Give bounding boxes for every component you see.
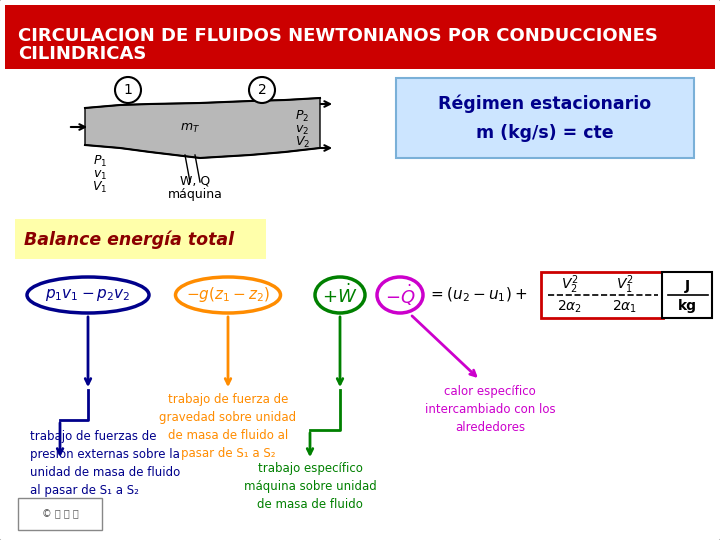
Text: $2\alpha_1$: $2\alpha_1$ <box>613 299 638 315</box>
Text: $-\dot{Q}$: $-\dot{Q}$ <box>384 282 415 308</box>
Circle shape <box>115 77 141 103</box>
Text: trabajo específico
máquina sobre unidad
de masa de fluido: trabajo específico máquina sobre unidad … <box>243 462 377 511</box>
Text: Balance energía total: Balance energía total <box>24 231 234 249</box>
Text: $=(u_2-u_1)+$: $=(u_2-u_1)+$ <box>428 286 527 304</box>
Text: CIRCULACION DE FLUIDOS NEWTONIANOS POR CONDUCCIONES: CIRCULACION DE FLUIDOS NEWTONIANOS POR C… <box>18 27 658 45</box>
Text: W, Q: W, Q <box>180 175 210 188</box>
FancyBboxPatch shape <box>396 78 694 158</box>
Text: $-g(z_1-z_2)$: $-g(z_1-z_2)$ <box>186 286 270 305</box>
Text: kg: kg <box>678 299 696 313</box>
FancyBboxPatch shape <box>18 498 102 530</box>
Text: $2\alpha_2$: $2\alpha_2$ <box>557 299 582 315</box>
Text: CILINDRICAS: CILINDRICAS <box>18 45 146 63</box>
FancyBboxPatch shape <box>5 5 715 69</box>
Text: $m_T$: $m_T$ <box>180 122 200 134</box>
FancyBboxPatch shape <box>662 272 712 318</box>
Text: $V_1^2$: $V_1^2$ <box>616 274 634 296</box>
Text: $V_2$: $V_2$ <box>295 135 310 150</box>
Text: calor específico
intercambiado con los
alrededores: calor específico intercambiado con los a… <box>425 385 555 434</box>
Text: $p_1v_1-p_2v_2$: $p_1v_1-p_2v_2$ <box>45 287 131 303</box>
Text: trabajo de fuerza de
gravedad sobre unidad
de masa de fluido al
pasar de S₁ a S₂: trabajo de fuerza de gravedad sobre unid… <box>159 393 297 460</box>
Text: $v_2$: $v_2$ <box>295 124 309 137</box>
Text: $V_2^2$: $V_2^2$ <box>561 274 579 296</box>
Text: $+\dot{W}$: $+\dot{W}$ <box>323 284 358 307</box>
Polygon shape <box>85 98 320 158</box>
Text: © ⓘ ⓢ ⓔ: © ⓘ ⓢ ⓔ <box>42 509 78 519</box>
FancyBboxPatch shape <box>15 219 266 259</box>
Text: $P_2$: $P_2$ <box>295 109 309 124</box>
Text: máquina: máquina <box>168 188 222 201</box>
Text: J: J <box>685 279 690 293</box>
Text: trabajo de fuerzas de
presión externas sobre la
unidad de masa de fluido
al pasa: trabajo de fuerzas de presión externas s… <box>30 430 180 497</box>
Text: $P_1$: $P_1$ <box>93 154 107 169</box>
FancyBboxPatch shape <box>541 272 663 318</box>
Text: 2: 2 <box>258 83 266 97</box>
Text: $V_1$: $V_1$ <box>92 180 108 195</box>
Text: 1: 1 <box>124 83 132 97</box>
Text: Régimen estacionario
m (kg/s) = cte: Régimen estacionario m (kg/s) = cte <box>438 94 652 142</box>
Circle shape <box>249 77 275 103</box>
Text: $v_1$: $v_1$ <box>93 169 107 182</box>
